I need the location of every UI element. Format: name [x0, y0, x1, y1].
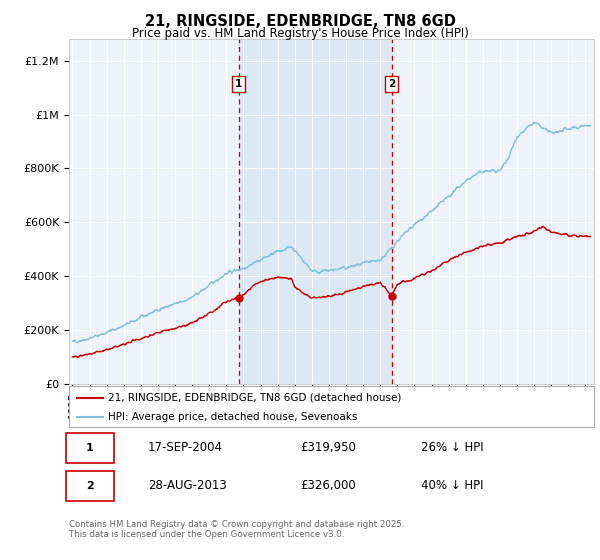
Text: 2: 2 [388, 79, 395, 89]
Text: 28-AUG-2013: 28-AUG-2013 [148, 479, 227, 492]
Text: Contains HM Land Registry data © Crown copyright and database right 2025.
This d: Contains HM Land Registry data © Crown c… [69, 520, 404, 539]
Text: £326,000: £326,000 [300, 479, 356, 492]
Text: 2: 2 [86, 480, 94, 491]
Text: 26% ↓ HPI: 26% ↓ HPI [421, 441, 484, 454]
Text: 1: 1 [86, 443, 94, 453]
FancyBboxPatch shape [67, 470, 113, 501]
FancyBboxPatch shape [69, 386, 594, 427]
FancyBboxPatch shape [67, 433, 113, 463]
Text: 21, RINGSIDE, EDENBRIDGE, TN8 6GD: 21, RINGSIDE, EDENBRIDGE, TN8 6GD [145, 14, 455, 29]
Text: 17-SEP-2004: 17-SEP-2004 [148, 441, 223, 454]
Text: 1: 1 [235, 79, 242, 89]
Text: 21, RINGSIDE, EDENBRIDGE, TN8 6GD (detached house): 21, RINGSIDE, EDENBRIDGE, TN8 6GD (detac… [109, 393, 402, 403]
Text: Price paid vs. HM Land Registry's House Price Index (HPI): Price paid vs. HM Land Registry's House … [131, 27, 469, 40]
Bar [239, 39, 392, 384]
Text: £319,950: £319,950 [300, 441, 356, 454]
Text: HPI: Average price, detached house, Sevenoaks: HPI: Average price, detached house, Seve… [109, 412, 358, 422]
Text: 40% ↓ HPI: 40% ↓ HPI [421, 479, 483, 492]
